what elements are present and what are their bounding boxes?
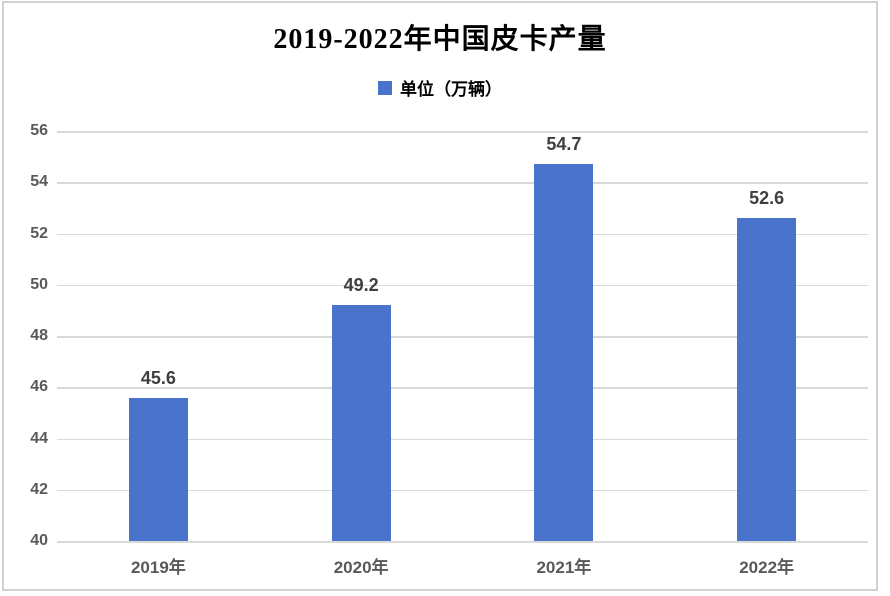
bar-group-2020: 49.2 [260,131,463,541]
bar-2022 [737,218,797,541]
bar-group-2021: 54.7 [463,131,666,541]
y-axis-tick-label: 42 [30,480,48,498]
x-axis-label: 2020年 [333,558,389,577]
y-axis-tick-label: 44 [30,429,48,447]
bar-value-label: 45.6 [140,367,176,388]
y-axis-tick-label: 56 [30,122,48,139]
bar-value-label: 52.6 [749,188,785,209]
bar-2020 [331,305,391,541]
bar-group-2019: 45.6 [57,131,260,541]
bar-2019 [128,397,188,541]
bar-group-2022: 52.6 [665,131,868,541]
gridline [57,387,868,389]
gridline [57,489,868,492]
y-axis-tick-label: 46 [30,378,48,396]
chart-title: 2019-2022年中国皮卡产量 [273,24,607,55]
x-axis-label: 2022年 [739,558,795,577]
y-axis-tick-label: 48 [30,327,48,344]
x-axis-label: 2019年 [130,558,186,577]
x-axis-label: 2021年 [536,558,592,577]
bar-2021 [534,164,594,541]
gridline [57,233,868,235]
y-axis-tick-label: 50 [30,275,48,293]
chart-frame: 2019-2022年中国皮卡产量 单位（万辆） 56 54 52 50 48 46 44 42… [2,1,878,591]
gridline [57,131,868,133]
y-axis-tick-label: 54 [30,173,48,191]
gridline [57,541,868,543]
plot-area: 56 54 52 50 48 46 44 42 40 45.6 49.2 54.7 52.6 2019… [30,122,868,577]
y-axis-tick-label: 40 [30,532,48,549]
gridline [57,336,868,338]
legend-label: 单位（万辆） [400,80,502,99]
gridline [57,438,868,440]
gridline [57,284,868,287]
gridline [57,182,868,184]
legend-marker-icon [378,80,392,95]
bar-value-label: 54.7 [546,134,582,155]
y-axis-tick-label: 52 [30,224,48,242]
legend: 单位（万辆） [4,75,876,100]
bar-value-label: 49.2 [343,275,379,296]
